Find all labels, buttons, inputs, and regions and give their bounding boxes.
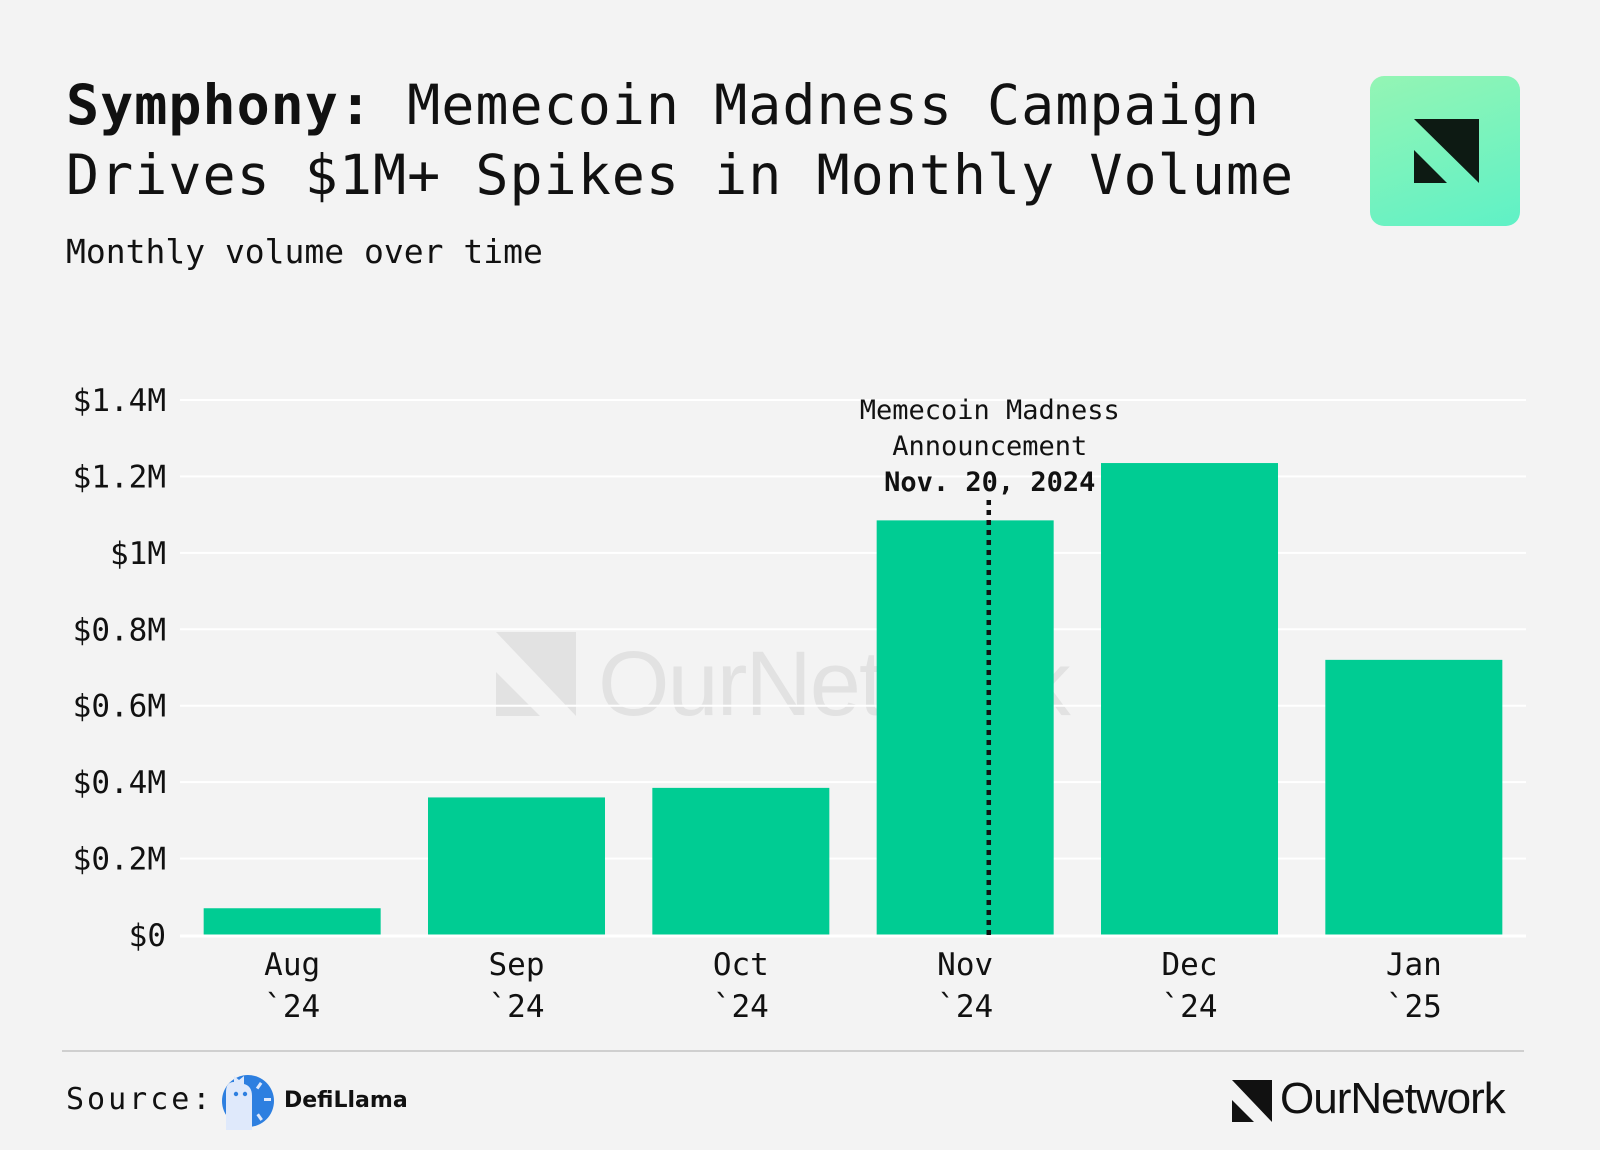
- x-tick-label: Dec: [1162, 947, 1218, 983]
- bar: [1325, 659, 1503, 935]
- footer-divider: [62, 1050, 1524, 1052]
- bar: [876, 520, 1054, 935]
- x-tick-label-year: `24: [937, 989, 993, 1025]
- chart-subtitle: Monthly volume over time: [66, 232, 543, 271]
- ournetwork-badge-icon: [1370, 76, 1520, 226]
- x-tick-label: Jan: [1386, 947, 1442, 983]
- ournetwork-logo-icon: [1232, 1080, 1272, 1126]
- bar: [428, 797, 605, 935]
- x-tick-label: Sep: [489, 947, 545, 983]
- x-tick-label: Nov: [937, 947, 993, 983]
- x-tick-label: Oct: [713, 947, 769, 983]
- title-bold: Symphony:: [66, 73, 374, 137]
- y-tick-label: $1M: [110, 536, 166, 572]
- annotation-date: Nov. 20, 2024: [884, 467, 1095, 498]
- chart-title: Symphony: Memecoin Madness Campaign Driv…: [66, 70, 1346, 210]
- defillama-llama-icon: [218, 1070, 274, 1132]
- x-tick-label-year: `24: [489, 989, 545, 1025]
- x-tick-label-year: `24: [1162, 989, 1218, 1025]
- x-tick-label-year: `25: [1386, 989, 1442, 1025]
- y-tick-label: $0.4M: [73, 765, 166, 801]
- annotation-text: Memecoin Madness: [860, 395, 1120, 426]
- y-tick-label: $1.4M: [73, 383, 166, 419]
- x-tick-label: Aug: [264, 947, 320, 983]
- y-tick-label: $0.6M: [73, 689, 166, 725]
- y-tick-label: $0.8M: [73, 612, 166, 648]
- y-tick-label: $0: [129, 918, 166, 954]
- source-label: Source:: [66, 1082, 214, 1117]
- y-tick-label: $0.2M: [73, 842, 166, 878]
- y-tick-label: $1.2M: [73, 459, 166, 495]
- x-tick-label-year: `24: [264, 989, 320, 1025]
- title-rest: Memecoin Madness Campaign Drives $1M+ Sp…: [66, 73, 1295, 207]
- bar: [1101, 463, 1278, 935]
- source-name: DefiLlama: [284, 1088, 408, 1113]
- brand-name: OurNetwork: [1280, 1074, 1506, 1123]
- bar: [203, 908, 381, 935]
- bar: [652, 787, 830, 935]
- annotation-text: Announcement: [892, 431, 1087, 462]
- x-tick-label-year: `24: [713, 989, 769, 1025]
